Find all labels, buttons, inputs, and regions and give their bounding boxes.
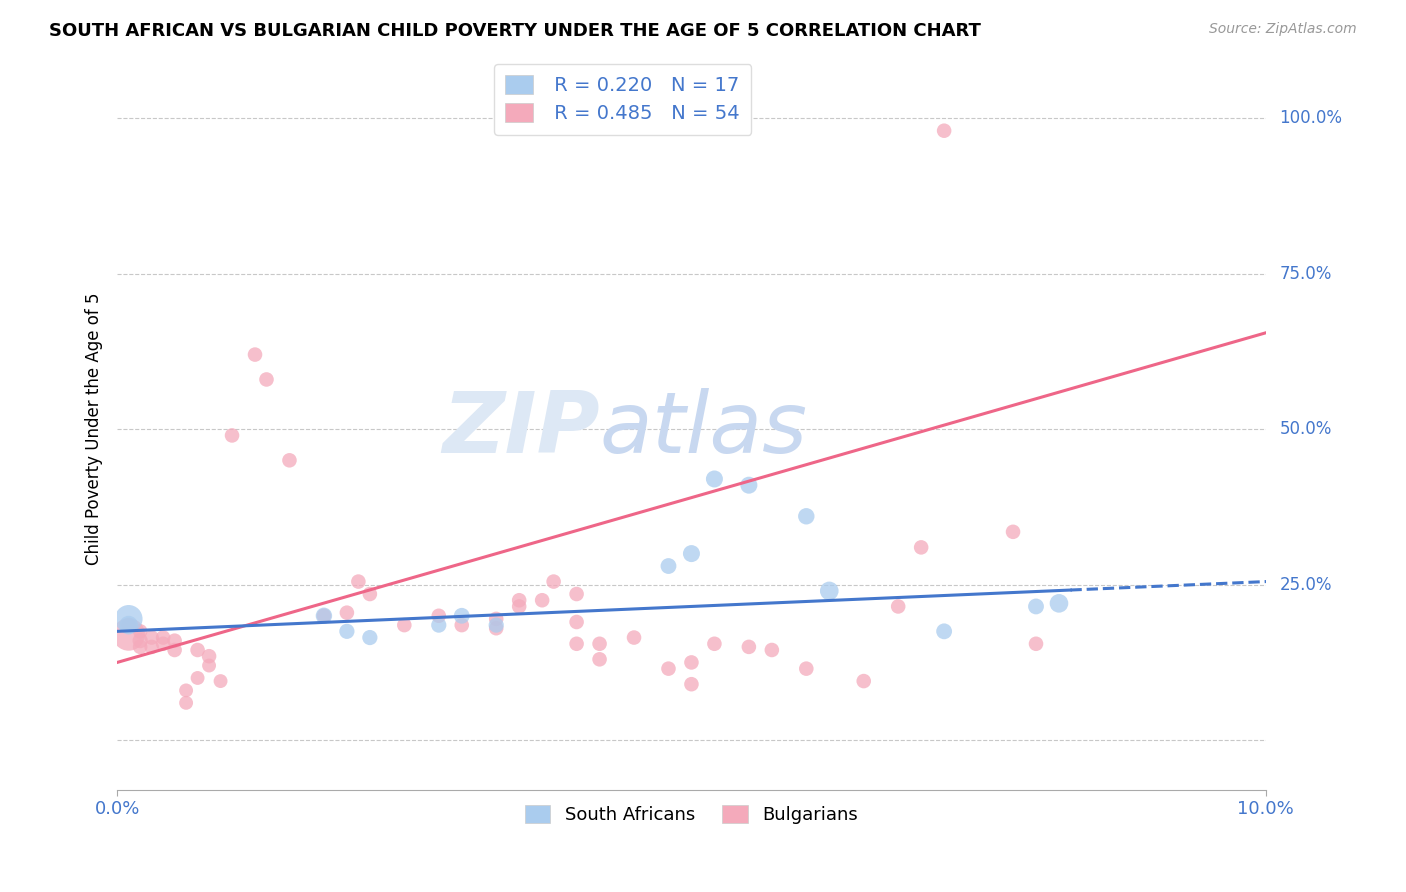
Text: 50.0%: 50.0% xyxy=(1279,420,1331,438)
Point xyxy=(738,640,761,654)
Point xyxy=(681,547,703,561)
Point xyxy=(312,608,335,623)
Point xyxy=(312,608,335,623)
Point xyxy=(394,618,416,632)
Point xyxy=(209,674,232,689)
Legend: South Africans, Bulgarians: South Africans, Bulgarians xyxy=(515,795,869,835)
Point xyxy=(359,631,381,645)
Point xyxy=(932,624,955,639)
Text: 100.0%: 100.0% xyxy=(1279,110,1343,128)
Point xyxy=(336,606,359,620)
Point xyxy=(887,599,910,614)
Point xyxy=(152,631,174,645)
Point xyxy=(738,478,761,492)
Point xyxy=(932,124,955,138)
Point xyxy=(588,637,610,651)
Point xyxy=(1047,596,1070,610)
Point xyxy=(163,643,186,657)
Point xyxy=(543,574,565,589)
Text: 25.0%: 25.0% xyxy=(1279,575,1331,594)
Text: SOUTH AFRICAN VS BULGARIAN CHILD POVERTY UNDER THE AGE OF 5 CORRELATION CHART: SOUTH AFRICAN VS BULGARIAN CHILD POVERTY… xyxy=(49,22,981,40)
Point xyxy=(1002,524,1025,539)
Point xyxy=(794,509,817,524)
Point xyxy=(347,574,370,589)
Point xyxy=(565,587,588,601)
Point xyxy=(852,674,875,689)
Point xyxy=(141,631,163,645)
Point xyxy=(531,593,554,607)
Point xyxy=(221,428,243,442)
Point xyxy=(681,677,703,691)
Point xyxy=(129,633,152,648)
Point xyxy=(588,652,610,666)
Point xyxy=(118,612,141,626)
Point xyxy=(681,656,703,670)
Point xyxy=(243,348,266,362)
Point xyxy=(118,618,141,632)
Point xyxy=(256,372,278,386)
Point xyxy=(427,608,450,623)
Point xyxy=(485,621,508,635)
Point xyxy=(703,637,725,651)
Point xyxy=(818,583,841,598)
Point xyxy=(359,587,381,601)
Point xyxy=(623,631,645,645)
Point xyxy=(657,662,679,676)
Point xyxy=(565,615,588,629)
Point xyxy=(910,541,932,555)
Point xyxy=(174,696,197,710)
Point xyxy=(198,658,221,673)
Point xyxy=(703,472,725,486)
Point xyxy=(187,643,209,657)
Text: Source: ZipAtlas.com: Source: ZipAtlas.com xyxy=(1209,22,1357,37)
Point xyxy=(450,608,472,623)
Point xyxy=(508,599,530,614)
Point xyxy=(174,683,197,698)
Point xyxy=(141,640,163,654)
Point xyxy=(118,618,141,632)
Point xyxy=(129,640,152,654)
Y-axis label: Child Poverty Under the Age of 5: Child Poverty Under the Age of 5 xyxy=(86,293,103,566)
Point xyxy=(152,637,174,651)
Point xyxy=(278,453,301,467)
Point xyxy=(485,618,508,632)
Point xyxy=(198,649,221,664)
Text: ZIP: ZIP xyxy=(441,388,599,471)
Point xyxy=(1025,599,1047,614)
Point xyxy=(187,671,209,685)
Point xyxy=(508,593,530,607)
Point xyxy=(794,662,817,676)
Text: 75.0%: 75.0% xyxy=(1279,265,1331,283)
Point xyxy=(1025,637,1047,651)
Point xyxy=(118,627,141,641)
Point xyxy=(657,559,679,574)
Text: atlas: atlas xyxy=(599,388,807,471)
Point xyxy=(565,637,588,651)
Point xyxy=(336,624,359,639)
Point xyxy=(427,618,450,632)
Point xyxy=(450,618,472,632)
Point xyxy=(163,633,186,648)
Point xyxy=(129,624,152,639)
Point xyxy=(761,643,783,657)
Point xyxy=(485,612,508,626)
